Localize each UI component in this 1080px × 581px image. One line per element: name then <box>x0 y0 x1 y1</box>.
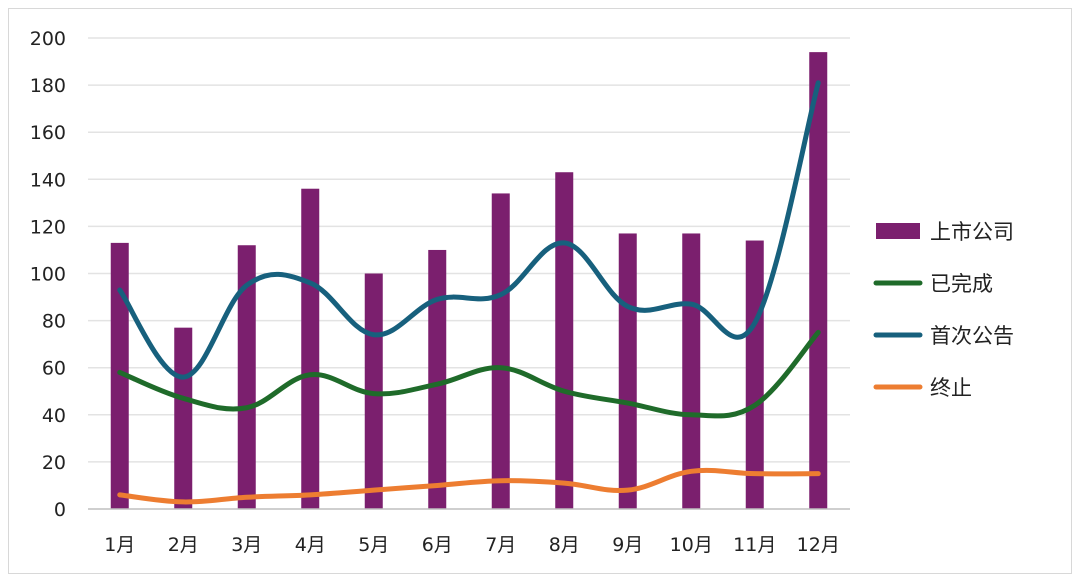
bar-7月 <box>491 193 510 509</box>
legend-swatch <box>876 223 920 239</box>
bar-2月 <box>174 327 193 509</box>
x-tick-label: 2月 <box>168 534 199 556</box>
x-tick-label: 12月 <box>797 534 840 556</box>
y-tick-label: 180 <box>30 75 66 97</box>
bar-6月 <box>428 249 447 509</box>
legend-label: 已完成 <box>930 272 993 296</box>
bar-12月 <box>809 52 828 509</box>
bar-8月 <box>555 172 574 510</box>
x-tick-label: 3月 <box>231 534 262 556</box>
line-series-1 <box>117 329 821 419</box>
bar-series <box>110 52 828 510</box>
y-tick-label: 0 <box>54 499 66 521</box>
legend-label: 首次公告 <box>930 324 1014 348</box>
y-tick-label: 100 <box>30 264 66 286</box>
x-tick-label: 7月 <box>485 534 516 556</box>
y-tick-label: 140 <box>30 169 66 191</box>
x-tick-label: 10月 <box>670 534 713 556</box>
bar-4月 <box>301 188 320 509</box>
y-tick-label: 120 <box>30 216 66 238</box>
line-series-2 <box>117 80 821 380</box>
x-tick-label: 8月 <box>549 534 580 556</box>
y-tick-label: 200 <box>30 28 66 50</box>
x-axis: 1月 2月 3月 4月 5月 6月 7月 8月 9月 10月 11月 12月 <box>88 508 850 556</box>
x-tick-label: 9月 <box>612 534 643 556</box>
gridlines <box>88 37 850 463</box>
x-tick-label: 4月 <box>295 534 326 556</box>
bar-11月 <box>745 240 764 509</box>
x-tick-label: 11月 <box>733 534 776 556</box>
bar-3月 <box>237 245 256 510</box>
bar-10月 <box>682 233 701 509</box>
line-series <box>117 80 821 505</box>
y-axis: 0 20 40 60 80 100 120 140 160 180 200 <box>30 28 66 521</box>
y-tick-label: 40 <box>42 405 66 427</box>
x-tick-label: 1月 <box>104 534 135 556</box>
line-series-3 <box>117 467 821 505</box>
bar-9月 <box>618 233 637 509</box>
y-tick-label: 20 <box>42 452 66 474</box>
y-tick-label: 80 <box>42 311 66 333</box>
bar-1月 <box>110 242 129 509</box>
y-tick-label: 60 <box>42 358 66 380</box>
legend-label: 上市公司 <box>930 220 1014 244</box>
x-tick-label: 6月 <box>422 534 453 556</box>
x-tick-label: 5月 <box>358 534 389 556</box>
y-tick-label: 160 <box>30 122 66 144</box>
legend-label: 终止 <box>930 376 972 400</box>
